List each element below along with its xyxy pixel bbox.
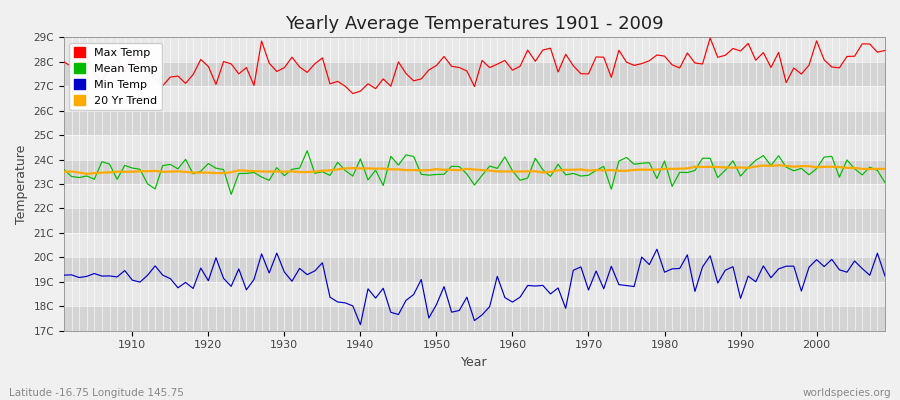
Mean Temp xyxy=(226,192,237,197)
Bar xyxy=(64,184,885,208)
Max Temp xyxy=(507,68,517,72)
Min Temp xyxy=(606,264,616,269)
Max Temp xyxy=(347,91,358,96)
Mean Temp xyxy=(302,148,312,153)
Min Temp xyxy=(879,274,890,278)
Mean Temp xyxy=(58,167,69,172)
Title: Yearly Average Temperatures 1901 - 2009: Yearly Average Temperatures 1901 - 2009 xyxy=(285,15,664,33)
Mean Temp xyxy=(614,159,625,164)
Bar xyxy=(64,233,885,257)
Min Temp xyxy=(286,279,297,284)
Max Temp xyxy=(705,36,716,40)
Bar xyxy=(64,257,885,282)
Line: 20 Yr Trend: 20 Yr Trend xyxy=(64,165,885,174)
Mean Temp xyxy=(120,163,130,168)
Min Temp xyxy=(652,247,662,252)
Line: Mean Temp: Mean Temp xyxy=(64,151,885,194)
Min Temp xyxy=(58,273,69,278)
Y-axis label: Temperature: Temperature xyxy=(15,144,28,224)
Mean Temp xyxy=(294,166,305,170)
20 Yr Trend xyxy=(294,170,305,174)
Line: Min Temp: Min Temp xyxy=(64,249,885,325)
Max Temp xyxy=(120,69,130,74)
Min Temp xyxy=(507,300,517,304)
Max Temp xyxy=(286,55,297,60)
Bar xyxy=(64,306,885,331)
Bar xyxy=(64,282,885,306)
Bar xyxy=(64,135,885,160)
Mean Temp xyxy=(879,180,890,185)
Mean Temp xyxy=(515,178,526,183)
Bar xyxy=(64,111,885,135)
Bar xyxy=(64,208,885,233)
Bar xyxy=(64,37,885,62)
Line: Max Temp: Max Temp xyxy=(64,38,885,94)
X-axis label: Year: Year xyxy=(461,356,488,369)
Bar xyxy=(64,160,885,184)
20 Yr Trend xyxy=(879,166,890,171)
Bar xyxy=(64,62,885,86)
20 Yr Trend xyxy=(81,171,92,176)
Legend: Max Temp, Mean Temp, Min Temp, 20 Yr Trend: Max Temp, Mean Temp, Min Temp, 20 Yr Tre… xyxy=(69,43,162,110)
Min Temp xyxy=(355,322,365,327)
20 Yr Trend xyxy=(507,169,517,174)
Text: Latitude -16.75 Longitude 145.75: Latitude -16.75 Longitude 145.75 xyxy=(9,388,184,398)
20 Yr Trend xyxy=(340,166,351,171)
20 Yr Trend xyxy=(515,169,526,174)
Bar xyxy=(64,86,885,111)
Text: worldspecies.org: worldspecies.org xyxy=(803,388,891,398)
Max Temp xyxy=(58,59,69,64)
Max Temp xyxy=(606,75,616,80)
Min Temp xyxy=(515,295,526,300)
Mean Temp xyxy=(347,174,358,178)
Min Temp xyxy=(332,300,343,304)
Max Temp xyxy=(879,48,890,53)
Max Temp xyxy=(515,64,526,69)
Max Temp xyxy=(332,79,343,84)
20 Yr Trend xyxy=(127,169,138,174)
20 Yr Trend xyxy=(606,168,616,172)
20 Yr Trend xyxy=(773,163,784,168)
Mean Temp xyxy=(522,176,533,180)
Min Temp xyxy=(120,268,130,273)
20 Yr Trend xyxy=(58,169,69,174)
